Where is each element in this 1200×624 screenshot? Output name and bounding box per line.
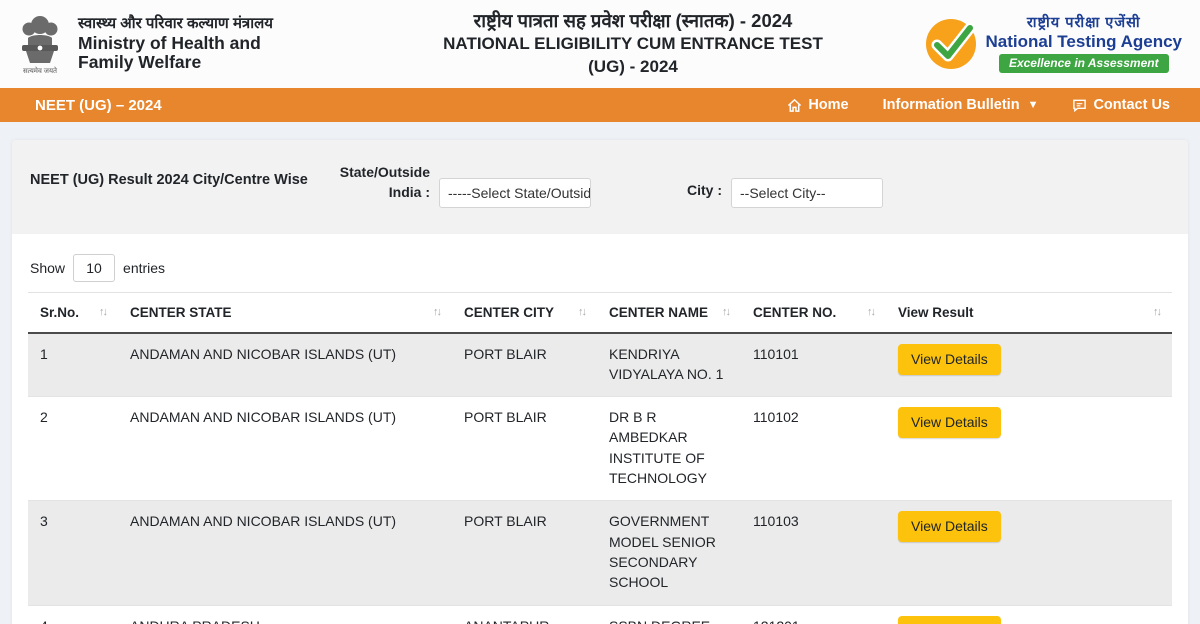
view-details-button[interactable]: View Details: [898, 343, 1001, 375]
cell-center-name: KENDRIYA VIDYALAYA NO. 1: [597, 332, 741, 397]
col-header-center-name[interactable]: CENTER NAME ↑↓: [597, 291, 741, 334]
sort-icon: ↑↓: [867, 306, 876, 319]
sort-icon: ↑↓: [433, 306, 442, 319]
nav-contact-us[interactable]: Contact Us: [1072, 97, 1170, 113]
show-entries-control: Show entries: [12, 234, 1188, 292]
cell-srno: 3: [28, 500, 118, 606]
filter-spacer: [591, 162, 687, 208]
nav-home[interactable]: Home: [787, 97, 849, 113]
col-header-center-city[interactable]: CENTER CITY ↑↓: [452, 291, 597, 334]
nav-home-label: Home: [808, 97, 849, 113]
table-row: 4 ANDHRA PRADESH ANANTAPUR SSBN DEGREE C…: [28, 604, 1172, 624]
sort-icon: ↑↓: [99, 306, 108, 319]
cell-center-no: 121201: [741, 604, 886, 624]
cell-center-name: DR B R AMBEDKAR INSTITUTE OF TECHNOLOGY: [597, 396, 741, 501]
cell-center-no: 110101: [741, 332, 886, 397]
sort-icon: ↑↓: [1153, 306, 1162, 319]
cell-srno: 4: [28, 604, 118, 624]
nta-name-english: National Testing Agency: [985, 31, 1182, 51]
main-navbar: NEET (UG) – 2024 Home Information Bullet…: [0, 88, 1200, 122]
col-header-center-no[interactable]: CENTER NO. ↑↓: [741, 291, 886, 334]
cell-center-state: ANDAMAN AND NICOBAR ISLANDS (UT): [118, 500, 452, 606]
nta-logo: राष्ट्रीय परीक्षा एजेंसी National Testin…: [922, 15, 1182, 74]
ministry-brand: सत्यमेव जयते स्वास्थ्य और परिवार कल्याण …: [14, 11, 344, 77]
home-icon: [788, 98, 802, 112]
cell-center-name: GOVERNMENT MODEL SENIOR SECONDARY SCHOOL: [597, 500, 741, 606]
results-card: NEET (UG) Result 2024 City/Centre Wise S…: [12, 140, 1188, 624]
city-select-label: City :: [687, 182, 722, 199]
nav-contact-label: Contact Us: [1093, 97, 1170, 113]
cell-center-name: SSBN DEGREE COLLEGE: [597, 604, 741, 624]
cell-center-city: ANANTAPUR: [452, 604, 597, 624]
exam-title-english: NATIONAL ELIGIBILITY CUM ENTRANCE TEST (…: [443, 34, 823, 77]
col-header-view-result[interactable]: View Result ↑↓: [886, 291, 1172, 334]
entries-count-input[interactable]: [73, 253, 116, 282]
cell-srno: 2: [28, 396, 118, 501]
content-area: NEET (UG) Result 2024 City/Centre Wise S…: [0, 122, 1200, 624]
table-row: 1 ANDAMAN AND NICOBAR ISLANDS (UT) PORT …: [28, 332, 1172, 397]
navbar-brand: NEET (UG) – 2024: [35, 96, 162, 114]
col-header-srno[interactable]: Sr.No. ↑↓: [28, 291, 118, 334]
page-title: NEET (UG) Result 2024 City/Centre Wise: [30, 172, 308, 188]
filter-bar: NEET (UG) Result 2024 City/Centre Wise S…: [12, 140, 1188, 234]
nta-checkmark-icon: [925, 19, 976, 69]
show-label: Show: [30, 259, 66, 276]
state-select-label: State/Outside India :: [339, 164, 430, 201]
cell-center-state: ANDHRA PRADESH: [118, 604, 452, 624]
view-details-button[interactable]: View Details: [898, 407, 1001, 439]
table-row: 3 ANDAMAN AND NICOBAR ISLANDS (UT) PORT …: [28, 500, 1172, 606]
cell-center-no: 110102: [741, 396, 886, 501]
table-row: 2 ANDAMAN AND NICOBAR ISLANDS (UT) PORT …: [28, 396, 1172, 501]
results-table: Sr.No. ↑↓ CENTER STATE ↑↓ CENTER CITY ↑↓ CE…: [28, 291, 1172, 624]
nta-tagline: Excellence in Assessment: [998, 54, 1169, 74]
table-header-row: Sr.No. ↑↓ CENTER STATE ↑↓ CENTER CITY ↑↓ CE…: [28, 291, 1172, 334]
chat-icon: [1073, 99, 1087, 112]
view-details-button[interactable]: View Details: [898, 615, 1001, 624]
nav-information-bulletin[interactable]: Information Bulletin ▼: [883, 97, 1039, 113]
ministry-name-hindi: स्वास्थ्य और परिवार कल्याण मंत्रालय: [78, 15, 273, 33]
cell-center-no: 110103: [741, 500, 886, 606]
site-header: सत्यमेव जयते स्वास्थ्य और परिवार कल्याण …: [0, 0, 1200, 88]
state-select[interactable]: -----Select State/Outside India-----: [439, 177, 591, 208]
ashoka-emblem-icon: सत्यमेव जयते: [22, 16, 58, 75]
chevron-down-icon: ▼: [1027, 99, 1039, 111]
cell-center-state: ANDAMAN AND NICOBAR ISLANDS (UT): [118, 396, 452, 501]
cell-center-state: ANDAMAN AND NICOBAR ISLANDS (UT): [118, 332, 452, 397]
cell-srno: 1: [28, 332, 118, 397]
col-header-center-state[interactable]: CENTER STATE ↑↓: [118, 291, 452, 334]
emblem-motto: सत्यमेव जयते: [23, 66, 58, 75]
view-details-button[interactable]: View Details: [898, 511, 1001, 543]
state-filter-group: State/Outside India : -----Select State/…: [335, 162, 591, 208]
cell-center-city: PORT BLAIR: [452, 396, 597, 501]
results-table-wrap: Sr.No. ↑↓ CENTER STATE ↑↓ CENTER CITY ↑↓ CE…: [12, 291, 1188, 624]
nav-bulletin-label: Information Bulletin: [882, 97, 1020, 113]
cell-center-city: PORT BLAIR: [452, 332, 597, 397]
sort-icon: ↑↓: [722, 306, 731, 319]
exam-title: राष्ट्रीय पात्रता सह प्रवेश परीक्षा (स्न…: [433, 9, 833, 79]
sort-icon: ↑↓: [578, 306, 587, 319]
nta-name-hindi: राष्ट्रीय परीक्षा एजेंसी: [1026, 14, 1141, 31]
city-select[interactable]: --Select City--: [731, 177, 883, 208]
ministry-name-english: Ministry of Health and Family Welfare: [78, 32, 261, 73]
city-filter-group: City : --Select City--: [687, 162, 883, 208]
cell-center-city: PORT BLAIR: [452, 500, 597, 606]
entries-label: entries: [123, 259, 166, 276]
exam-title-hindi: राष्ट्रीय पात्रता सह प्रवेश परीक्षा (स्न…: [473, 10, 793, 32]
